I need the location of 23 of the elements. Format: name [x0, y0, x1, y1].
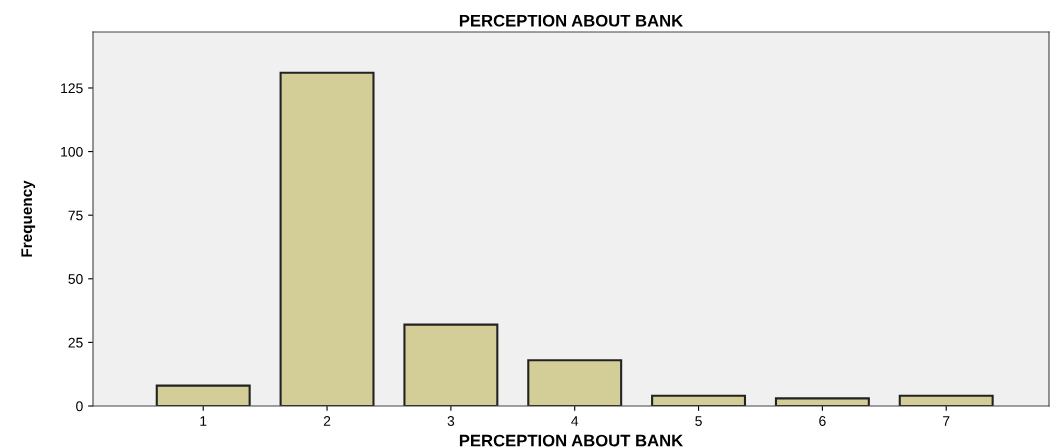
y-tick-label: 50: [68, 274, 83, 284]
bar: [527, 359, 623, 406]
y-tick-label: 0: [76, 401, 83, 412]
bar: [774, 397, 870, 406]
x-tick-label: 3: [447, 416, 455, 426]
bar: [155, 384, 251, 406]
bar: [898, 394, 994, 406]
y-axis-title: Frequency: [21, 180, 36, 257]
y-tick-label: 75: [68, 210, 83, 221]
y-tick-label: 100: [61, 146, 83, 157]
y-tick-label: 125: [61, 83, 83, 94]
chart-title: PERCEPTION ABOUT BANK: [459, 14, 684, 27]
bar: [651, 394, 747, 406]
x-tick-label: 1: [200, 416, 207, 426]
y-tick-label: 25: [68, 337, 83, 348]
bar: [403, 323, 499, 406]
x-axis-title: PERCEPTION ABOUT BANK: [459, 434, 684, 447]
x-tick-label: 2: [323, 416, 331, 426]
bar: [279, 71, 375, 406]
x-tick-label: 4: [571, 416, 579, 426]
x-tick-label: 5: [695, 416, 702, 426]
x-tick-label: 7: [943, 416, 950, 426]
x-tick-label: 6: [819, 416, 826, 426]
